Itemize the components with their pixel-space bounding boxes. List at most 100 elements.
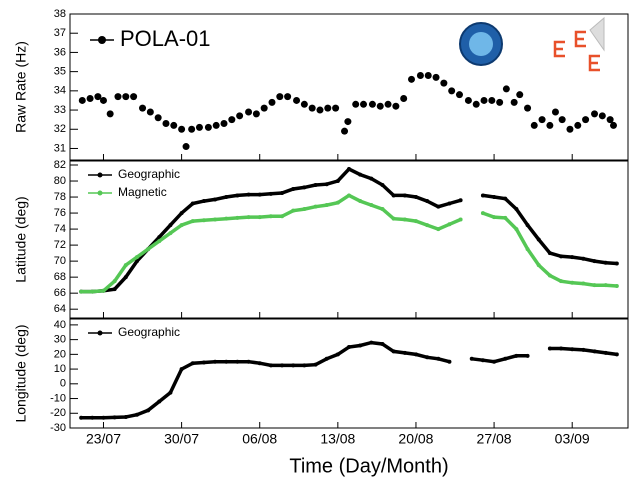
data-point xyxy=(570,255,575,260)
y-axis-title: Raw Rate (Hz) xyxy=(13,41,29,133)
x-tick-label: 06/08 xyxy=(242,431,277,447)
x-tick-label: 30/07 xyxy=(164,431,199,447)
data-point xyxy=(581,281,586,286)
data-point xyxy=(235,215,240,220)
data-point xyxy=(614,261,619,266)
data-point xyxy=(525,247,530,252)
data-point xyxy=(472,100,480,108)
data-point xyxy=(213,359,218,364)
data-point xyxy=(492,215,497,220)
data-point xyxy=(536,263,541,268)
data-point xyxy=(358,343,363,348)
data-point xyxy=(400,95,408,103)
y-tick-label: 40 xyxy=(54,319,66,331)
data-point xyxy=(358,172,363,177)
data-point xyxy=(425,223,430,228)
data-point xyxy=(424,71,432,79)
data-point xyxy=(384,100,392,108)
legend-label: Geographic xyxy=(118,167,180,181)
y-tick-label: 20 xyxy=(54,348,66,360)
data-point xyxy=(436,204,441,209)
data-point xyxy=(134,255,139,260)
data-point xyxy=(280,191,285,196)
data-point xyxy=(324,182,329,187)
plot-frame xyxy=(69,13,629,161)
data-point xyxy=(190,201,195,206)
data-point xyxy=(162,120,170,127)
data-point xyxy=(392,102,400,110)
data-point xyxy=(324,356,329,361)
data-point xyxy=(360,100,368,108)
data-point xyxy=(503,356,508,361)
data-point xyxy=(358,199,363,204)
data-point xyxy=(447,201,452,206)
data-point xyxy=(480,211,485,216)
data-point xyxy=(352,100,360,108)
y-tick-label: 32 xyxy=(54,123,66,135)
logo-right xyxy=(553,16,605,72)
data-point xyxy=(313,183,318,188)
data-point xyxy=(257,361,262,366)
data-point xyxy=(407,75,415,83)
data-point xyxy=(570,347,575,352)
data-point xyxy=(425,199,430,204)
data-point xyxy=(614,283,619,288)
data-point xyxy=(280,363,285,368)
data-point xyxy=(335,179,340,184)
data-point xyxy=(380,207,385,212)
data-point xyxy=(157,239,162,244)
data-point xyxy=(547,273,552,278)
data-point xyxy=(316,106,324,114)
data-point xyxy=(496,98,504,106)
data-point xyxy=(182,143,190,151)
data-point xyxy=(246,215,251,220)
x-tick-label: 23/07 xyxy=(86,431,121,447)
data-point xyxy=(90,289,95,294)
data-point xyxy=(291,187,296,192)
x-tick-label: 03/09 xyxy=(555,431,590,447)
data-point xyxy=(179,223,184,228)
data-point xyxy=(190,219,195,224)
data-point xyxy=(190,361,195,366)
data-point xyxy=(335,200,340,205)
data-point xyxy=(514,227,519,232)
data-point xyxy=(391,216,396,221)
x-tick-label: 27/08 xyxy=(477,431,512,447)
data-point xyxy=(369,176,374,181)
y-tick-label: 0 xyxy=(60,378,66,390)
data-point xyxy=(313,204,318,209)
data-point xyxy=(313,362,318,367)
data-point xyxy=(112,287,117,292)
data-point xyxy=(551,108,559,116)
data-point xyxy=(268,214,273,219)
data-point xyxy=(559,346,564,351)
data-point xyxy=(546,121,554,129)
data-point xyxy=(188,125,196,133)
data-point xyxy=(425,355,430,360)
data-point xyxy=(347,193,351,198)
data-point xyxy=(122,93,130,101)
data-point xyxy=(130,93,138,101)
data-point xyxy=(591,110,599,118)
data-point xyxy=(246,359,251,364)
legend-marker xyxy=(98,36,106,44)
data-point xyxy=(195,123,203,131)
data-point xyxy=(347,167,351,172)
y-tick-label: -20 xyxy=(50,407,66,419)
x-axis-title: Time (Day/Month) xyxy=(289,455,448,477)
data-point xyxy=(257,192,262,197)
y-tick-label: 76 xyxy=(54,207,66,219)
data-point xyxy=(464,96,472,104)
data-point xyxy=(276,93,284,101)
data-point xyxy=(510,98,518,106)
y-tick-label: 35 xyxy=(54,66,66,78)
data-point xyxy=(168,231,173,236)
data-point xyxy=(201,199,206,204)
data-point xyxy=(413,219,418,224)
data-point xyxy=(369,340,374,345)
data-point xyxy=(530,121,538,129)
data-point xyxy=(213,197,218,202)
data-point xyxy=(324,104,332,112)
y-axis-title: Longitude (deg) xyxy=(13,324,29,422)
data-point xyxy=(440,79,448,87)
